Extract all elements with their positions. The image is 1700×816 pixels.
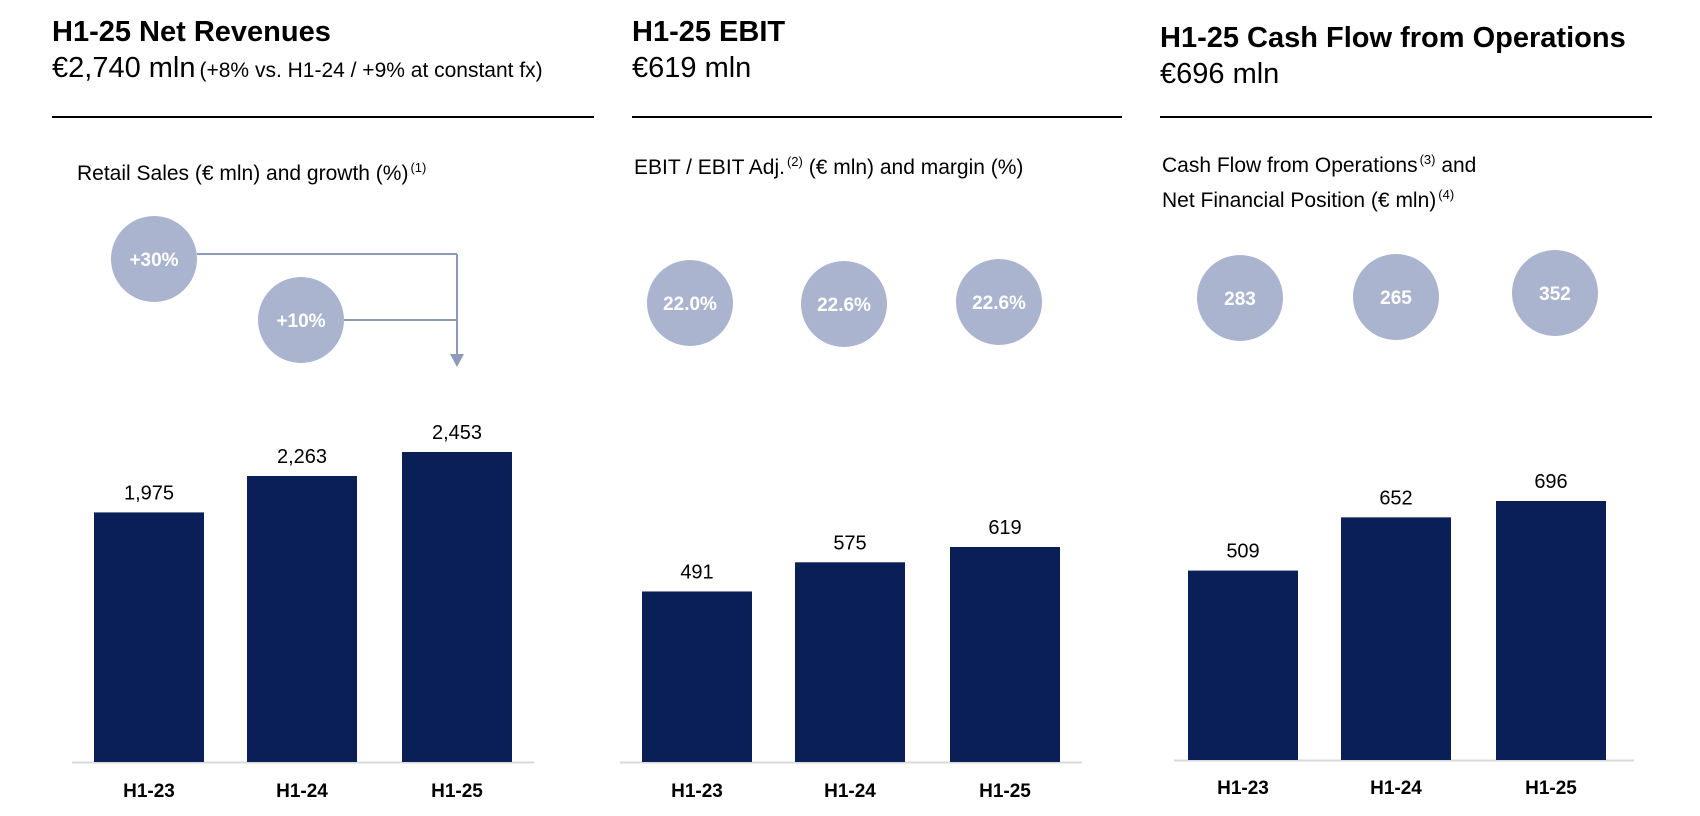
bar — [402, 452, 512, 762]
bubble-label: 22.6% — [817, 295, 871, 316]
footnote-ref: (1) — [410, 160, 427, 175]
bubble-label: 22.0% — [663, 294, 717, 315]
category-label: H1-25 — [979, 781, 1031, 802]
value-label: 2,453 — [432, 422, 482, 444]
chart-subtitle: Retail Sales (€ mln) and growth (%) (1) — [77, 156, 426, 191]
kpi-note: (+8% vs. H1-24 / +9% at constant fx) — [199, 59, 543, 82]
bubble-label: 22.6% — [972, 293, 1026, 314]
value-label: 491 — [680, 561, 713, 583]
retail-sales-chart: +30% +10% 1,975 H1-23 2,263 H1-24 2,453 H1-25 — [72, 216, 534, 802]
panel-title: H1-25 Cash Flow from Operations — [1160, 22, 1626, 54]
bar — [642, 591, 752, 762]
subtitle-text-rest: and — [1441, 154, 1477, 177]
bubble-label: 265 — [1380, 288, 1412, 309]
category-label: H1-23 — [671, 781, 723, 802]
value-label: 1,975 — [124, 482, 174, 504]
panel-net-revenues: H1-25 Net Revenues €2,740 mln (+8% vs. H1… — [52, 0, 594, 816]
kpi-value: €2,740 mln (+8% vs. H1-24 / +9% at consta… — [52, 52, 543, 85]
category-label: H1-24 — [276, 781, 328, 802]
arrow-head-icon — [450, 354, 464, 367]
bubble — [956, 259, 1042, 345]
subtitle-text-rest: (€ mln) and margin (%) — [808, 156, 1024, 179]
bubble-label: +10% — [276, 311, 325, 332]
bubble — [258, 277, 344, 363]
divider-rule — [632, 116, 1122, 118]
bar — [1496, 501, 1606, 760]
category-label: H1-24 — [824, 781, 876, 802]
bar — [1188, 570, 1298, 760]
value-label: 696 — [1534, 471, 1567, 493]
bubble — [801, 261, 887, 347]
subtitle-text: Cash Flow from Operations — [1162, 154, 1418, 177]
subtitle-text: EBIT / EBIT Adj. — [634, 156, 785, 179]
footnote-ref: (3) — [1419, 152, 1436, 167]
cash-flow-chart: 283 265 352 509 H1-23 652 H1-24 696 H1-25 — [1174, 250, 1634, 799]
category-label: H1-23 — [123, 781, 175, 802]
footnote-ref: (4) — [1438, 187, 1455, 202]
bubble — [111, 216, 197, 302]
footnote-ref: (2) — [786, 154, 803, 169]
category-label: H1-25 — [1525, 778, 1577, 799]
panel-title: H1-25 Net Revenues — [52, 16, 331, 48]
divider-rule — [1160, 116, 1652, 118]
value-label: 2,263 — [277, 446, 327, 468]
panel-ebit: H1-25 EBIT €619 mln EBIT / EBIT Adj. (2) … — [620, 0, 1122, 816]
kpi-value: €696 mln — [1160, 58, 1280, 90]
ebit-chart: 22.0% 22.6% 22.6% 491 H1-23 575 H1-24 619 H1-25 — [620, 259, 1082, 802]
panel-cash-flow: H1-25 Cash Flow from Operations €696 mln… — [1160, 0, 1652, 816]
bubble-label: +30% — [129, 250, 178, 271]
chart-subtitle: EBIT / EBIT Adj. (2) (€ mln) and margin (… — [634, 150, 1023, 185]
growth-connector — [197, 253, 464, 367]
subtitle-line-1: Cash Flow from Operations (3) and — [1162, 148, 1476, 183]
chart-subtitle: Cash Flow from Operations (3) and Net Fin… — [1162, 148, 1476, 218]
subtitle-text: Retail Sales (€ mln) and growth (%) — [77, 162, 409, 185]
bar — [94, 512, 204, 762]
bubble — [1512, 250, 1598, 336]
value-label: 509 — [1226, 541, 1259, 563]
bubble — [1353, 254, 1439, 340]
value-label: 652 — [1379, 487, 1412, 509]
subtitle-text: Net Financial Position (€ mln) — [1162, 189, 1437, 212]
subtitle-line-2: Net Financial Position (€ mln) (4) — [1162, 183, 1476, 218]
divider-rule — [52, 116, 594, 118]
bar — [795, 562, 905, 762]
category-label: H1-25 — [431, 781, 483, 802]
bubble-label: 352 — [1539, 284, 1571, 305]
panel-title: H1-25 EBIT — [632, 16, 786, 48]
category-label: H1-24 — [1370, 778, 1422, 799]
bar — [950, 547, 1060, 762]
kpi-amount: €2,740 mln — [52, 52, 196, 84]
bubble-label: 283 — [1224, 289, 1256, 310]
bar — [247, 476, 357, 762]
value-label: 619 — [988, 517, 1021, 539]
kpi-value: €619 mln — [632, 52, 752, 84]
category-label: H1-23 — [1217, 778, 1269, 799]
bubble — [647, 260, 733, 346]
bubble — [1197, 255, 1283, 341]
value-label: 575 — [833, 532, 866, 554]
bar — [1341, 517, 1451, 760]
